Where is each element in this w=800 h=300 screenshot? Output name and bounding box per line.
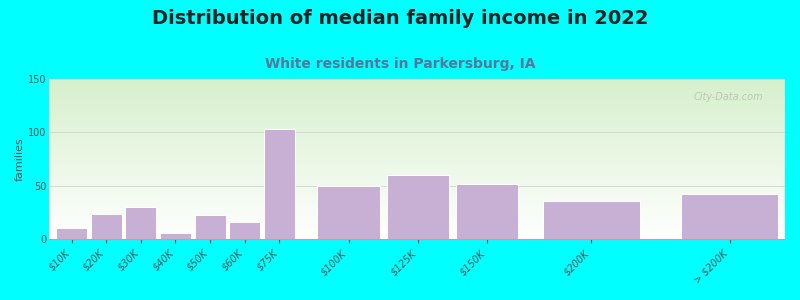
Bar [318, 185, 380, 239]
Bar [126, 207, 157, 239]
Bar [90, 214, 122, 239]
Bar [229, 222, 260, 239]
Y-axis label: families: families [15, 137, 25, 181]
Bar [160, 233, 191, 239]
Bar [681, 194, 778, 239]
Text: Distribution of median family income in 2022: Distribution of median family income in … [152, 9, 648, 28]
Text: White residents in Parkersburg, IA: White residents in Parkersburg, IA [265, 57, 535, 71]
Bar [56, 228, 87, 239]
Text: City-Data.com: City-Data.com [694, 92, 763, 102]
Bar [456, 184, 518, 239]
Bar [194, 215, 226, 239]
Bar [386, 175, 449, 239]
Bar [542, 202, 639, 239]
Bar [264, 129, 295, 239]
